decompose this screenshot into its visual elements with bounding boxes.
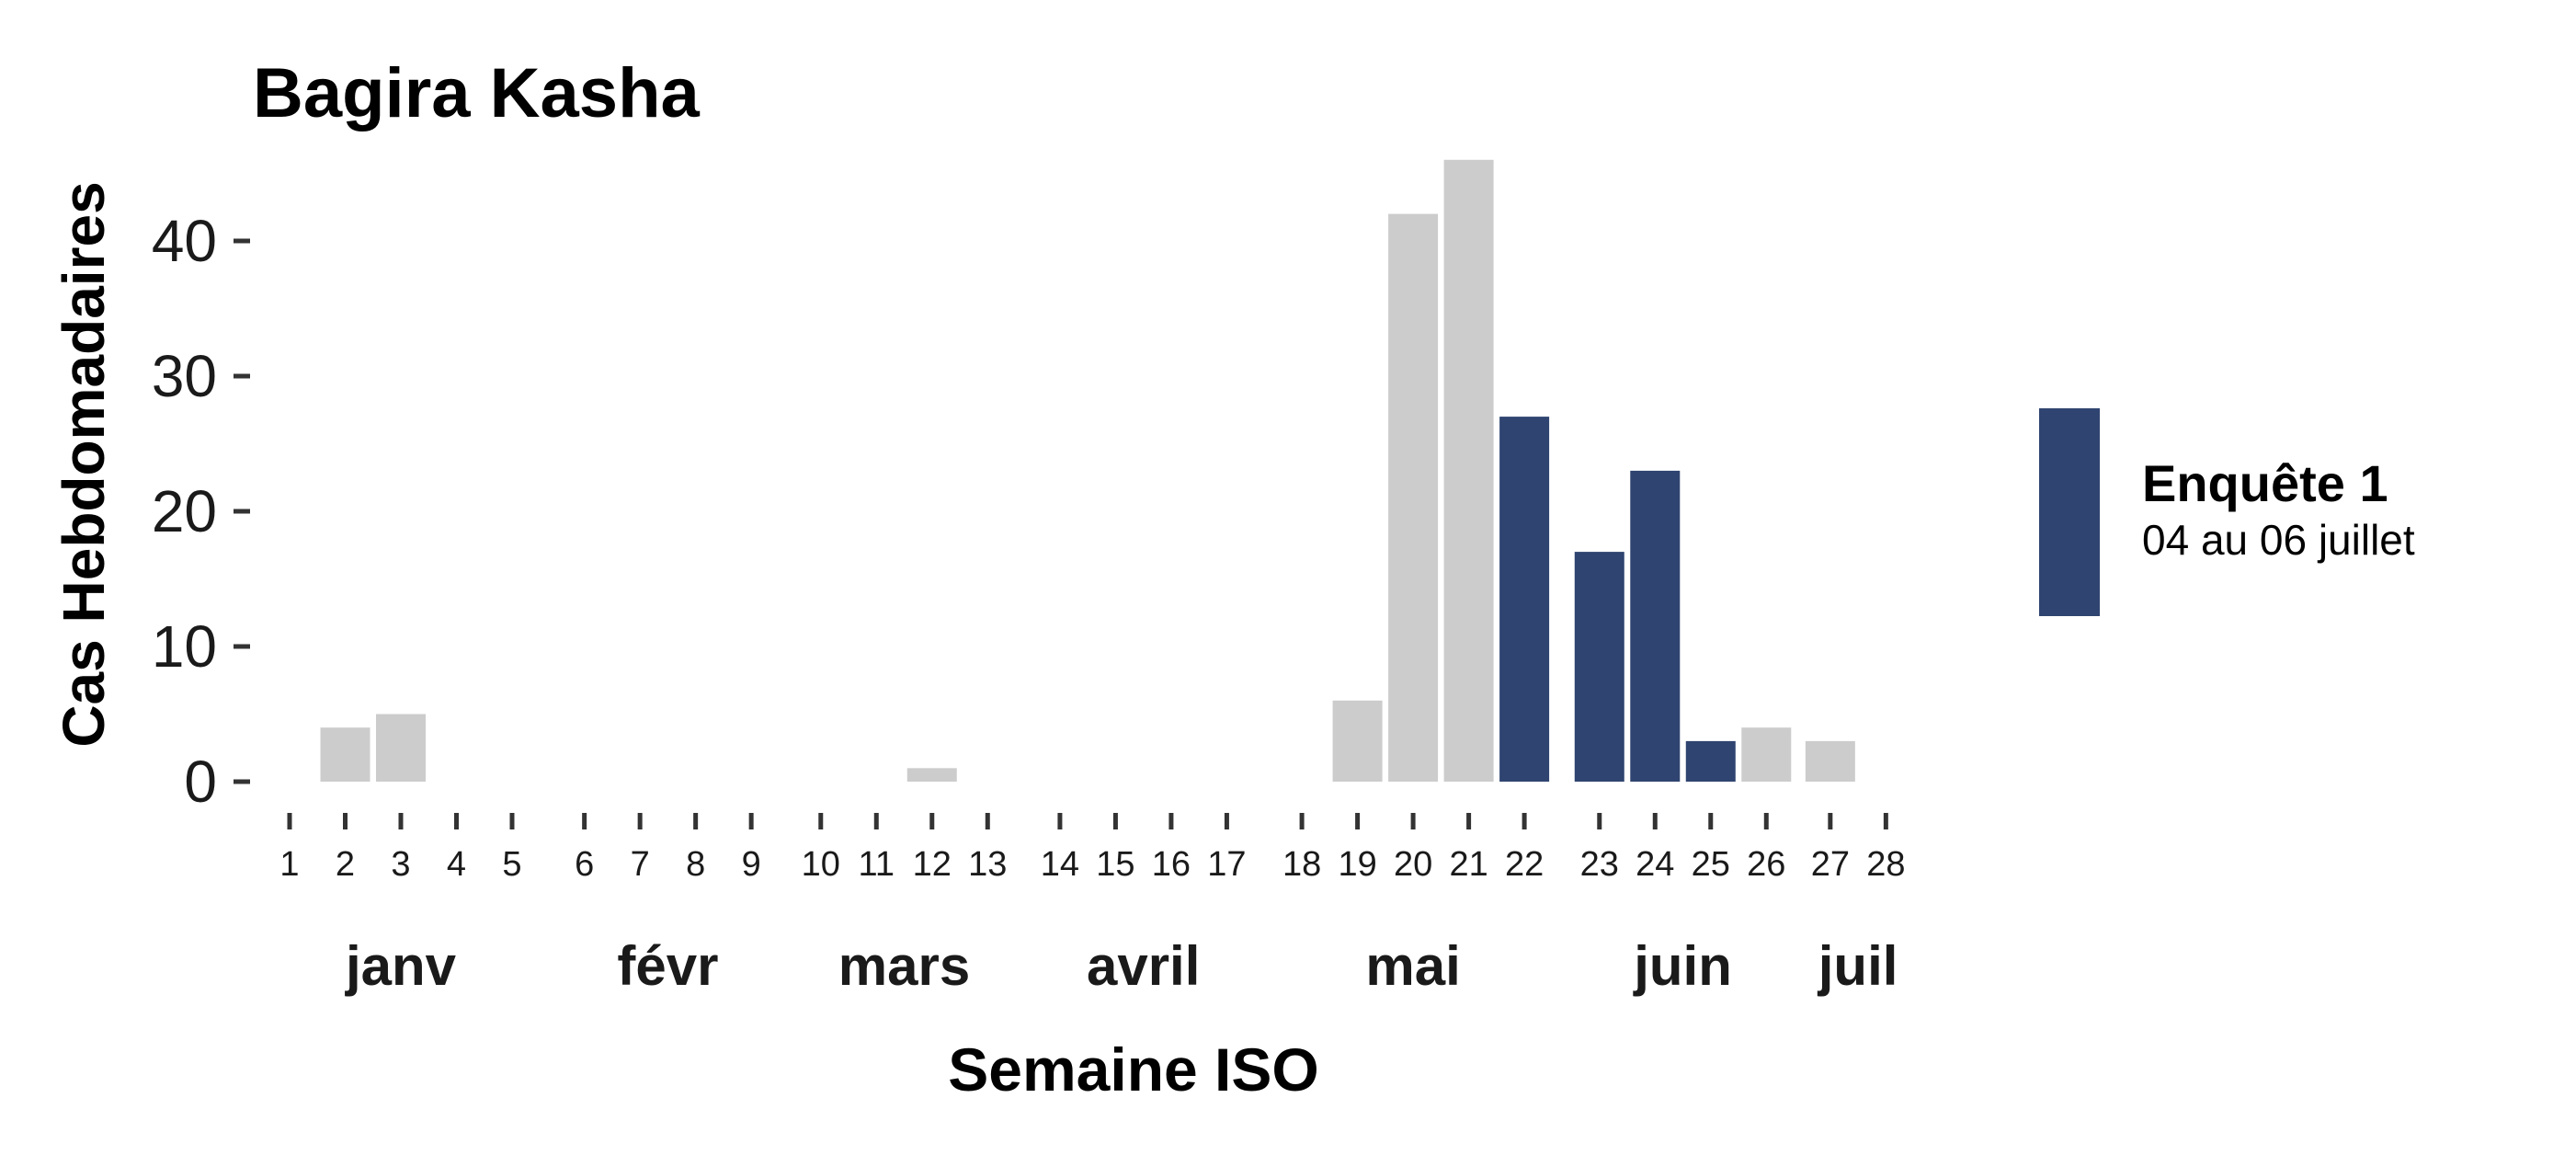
x-axis: 1 2 3 4 5 6 7 8 9 10 11 12 13 14 15 16 17 18 19 20 21 22 23 24 2…: [279, 813, 1905, 884]
month-label: févr: [617, 935, 718, 997]
legend: Enquête 1 04 au 06 juillet: [2039, 408, 2415, 616]
x-tick-label: 25: [1692, 845, 1730, 884]
x-tick-label: 10: [802, 845, 840, 884]
x-tick-label: 12: [913, 845, 952, 884]
x-tick-label: 11: [859, 845, 895, 884]
legend-title: Enquête 1: [2142, 454, 2388, 512]
bar-week-3: [376, 714, 426, 782]
month-label: juin: [1633, 935, 1732, 997]
x-tick-label: 23: [1580, 845, 1619, 884]
x-tick-label: 2: [336, 845, 355, 884]
bar-week-27: [1805, 740, 1855, 782]
month-label: avril: [1087, 935, 1200, 997]
bar-week-2: [320, 727, 370, 782]
y-axis-label: Cas Hebdomadaires: [51, 181, 117, 747]
legend-subtitle: 04 au 06 juillet: [2142, 516, 2415, 564]
month-label: mars: [838, 935, 970, 997]
y-tick-label: 20: [152, 478, 217, 544]
month-label: janv: [345, 935, 457, 997]
y-axis: 0 10 20 30 40: [152, 208, 250, 815]
bar-week-26: [1741, 727, 1792, 782]
month-label: mai: [1365, 935, 1460, 997]
chart-title: Bagira Kasha: [253, 54, 700, 132]
x-tick-label: 21: [1449, 845, 1487, 884]
bar-week-21: [1443, 159, 1494, 783]
x-tick-label: 24: [1636, 845, 1674, 884]
x-tick-label: 7: [631, 845, 650, 884]
x-tick-label: 15: [1096, 845, 1134, 884]
x-tick-label: 17: [1207, 845, 1246, 884]
x-tick-label: 16: [1152, 845, 1191, 884]
x-tick-label: 13: [968, 845, 1007, 884]
bar-week-25: [1685, 740, 1736, 782]
x-tick-label: 28: [1866, 845, 1905, 884]
x-tick-label: 1: [279, 845, 299, 884]
x-tick-label: 27: [1811, 845, 1850, 884]
x-tick-label: 22: [1505, 845, 1544, 884]
x-tick-label: 5: [502, 845, 521, 884]
x-tick-label: 20: [1394, 845, 1432, 884]
x-tick-label: 8: [686, 845, 705, 884]
bar-week-22: [1499, 417, 1550, 782]
bar-week-12: [906, 768, 957, 782]
x-tick-label: 9: [742, 845, 761, 884]
bar-week-20: [1388, 213, 1439, 783]
y-tick-label: 40: [152, 208, 217, 274]
x-tick-label: 6: [575, 845, 594, 884]
x-tick-label: 18: [1282, 845, 1321, 884]
legend-swatch: [2039, 408, 2100, 616]
x-tick-label: 26: [1747, 845, 1785, 884]
y-tick-label: 30: [152, 343, 217, 409]
bar-week-24: [1630, 470, 1681, 782]
x-tick-label: 14: [1041, 845, 1079, 884]
x-tick-label: 3: [391, 845, 410, 884]
x-tick-label: 4: [447, 845, 466, 884]
month-labels: janv févr mars avril mai juin juil: [345, 935, 1898, 997]
bar-week-19: [1332, 700, 1383, 782]
x-axis-label: Semaine ISO: [948, 1035, 1319, 1104]
bar-week-23: [1574, 552, 1624, 782]
bars-group: [320, 159, 1855, 783]
month-label: juil: [1818, 935, 1898, 997]
x-tick-label: 19: [1338, 845, 1376, 884]
y-tick-label: 0: [184, 749, 217, 815]
y-tick-label: 10: [152, 613, 217, 680]
